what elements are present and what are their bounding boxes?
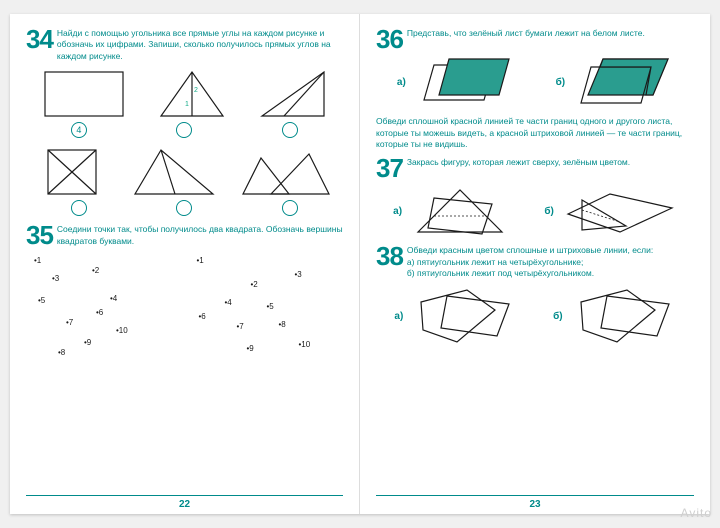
task-34-row2 [26, 146, 343, 198]
dot: •5 [267, 302, 274, 311]
dot: •1 [34, 256, 41, 265]
pent-quad-a [411, 284, 516, 349]
task-34-blanks1: 4 [26, 122, 343, 138]
page-right: 36 Представь, что зелёный лист бумаги ле… [360, 14, 710, 514]
svg-text:2: 2 [194, 87, 198, 94]
task-number: 35 [26, 224, 53, 247]
task-38-figs: а) б) [376, 284, 694, 349]
dot: •5 [38, 296, 45, 305]
label-a: а) [393, 206, 402, 217]
dot: •10 [299, 340, 311, 349]
dot: •2 [92, 266, 99, 275]
dot: •8 [279, 320, 286, 329]
dots-col-left: •1 •2 •3 •4 •5 •6 •7 •8 •9 •10 [26, 252, 181, 362]
dot: •6 [96, 308, 103, 317]
task-34-row1: 2 1 [26, 68, 343, 120]
task-36-figs: а) б) [376, 55, 694, 110]
page-rule [26, 495, 343, 496]
task-34: 34 Найди с помощью угольника все прямые … [26, 28, 343, 216]
task-37: 37 Закрась фигуру, которая лежит сверху,… [376, 157, 694, 239]
label-b: б) [556, 77, 566, 88]
task-text: Соедини точки так, чтобы получилось два … [57, 224, 343, 247]
dot: •9 [84, 338, 91, 347]
watermark: Avito [681, 506, 712, 520]
dot: •7 [66, 318, 73, 327]
task-text: Представь, что зелёный лист бумаги лежит… [407, 28, 645, 39]
label-a: а) [394, 311, 403, 322]
dots-col-right: •1 •2 •3 •4 •5 •6 •7 •8 •9 •10 [189, 252, 344, 362]
task-36-body: Обведи сплошной красной линией те части … [376, 116, 694, 150]
triangle-with-altitude: 2 1 [157, 68, 227, 120]
dot: •7 [237, 322, 244, 331]
dot: •9 [247, 344, 254, 353]
task-38-b: б) пятиугольник лежит под четырёхугольни… [407, 268, 653, 279]
dots-area: •1 •2 •3 •4 •5 •6 •7 •8 •9 •10 •1 •2 •3 •4 •5 •6 •7 •8 •9… [26, 252, 343, 362]
task-35: 35 Соедини точки так, чтобы получилось д… [26, 224, 343, 361]
dot: •4 [225, 298, 232, 307]
dot: •10 [116, 326, 128, 335]
answer-blank [176, 122, 192, 138]
square-diagonals [38, 146, 108, 198]
answer-blank [71, 200, 87, 216]
dot: •8 [58, 348, 65, 357]
svg-text:1: 1 [185, 101, 189, 108]
dot: •3 [295, 270, 302, 279]
answer-blank [282, 122, 298, 138]
task-number: 36 [376, 28, 403, 51]
overlap-b [562, 184, 677, 239]
two-triangles [241, 146, 331, 198]
label-a: а) [397, 77, 406, 88]
task-36: 36 Представь, что зелёный лист бумаги ле… [376, 28, 694, 151]
dot: •3 [52, 274, 59, 283]
task-text: Найди с помощью угольника все прямые угл… [57, 28, 343, 62]
task-number: 38 [376, 245, 403, 268]
page-left: 34 Найди с помощью угольника все прямые … [10, 14, 360, 514]
right-triangle-split [258, 68, 328, 120]
dot: •6 [199, 312, 206, 321]
task-38-a: а) пятиугольник лежит на четырёхугольник… [407, 257, 653, 268]
page-number: 22 [179, 499, 190, 510]
answer-blank [282, 200, 298, 216]
dot: •1 [197, 256, 204, 265]
task-37-figs: а) б) [376, 184, 694, 239]
task-text: Обведи красным цветом сплошные и штрихов… [407, 245, 653, 256]
answer-blank [176, 200, 192, 216]
page-spread: 34 Найди с помощью угольника все прямые … [10, 14, 710, 514]
page-rule [376, 495, 694, 496]
triangle-median [131, 146, 217, 198]
overlap-a [410, 184, 510, 239]
rect-shape [41, 68, 127, 120]
task-34-blanks2 [26, 200, 343, 216]
dot: •2 [251, 280, 258, 289]
task-number: 37 [376, 157, 403, 180]
task-number: 34 [26, 28, 53, 51]
label-b: б) [544, 206, 554, 217]
dot: •4 [110, 294, 117, 303]
sheets-b [573, 55, 673, 110]
sheets-a [414, 55, 514, 110]
task-38: 38 Обведи красным цветом сплошные и штри… [376, 245, 694, 348]
task-text: Закрась фигуру, которая лежит сверху, зе… [407, 157, 630, 168]
page-number: 23 [529, 499, 540, 510]
label-b: б) [553, 311, 563, 322]
pent-quad-b [571, 284, 676, 349]
answer-blank: 4 [71, 122, 87, 138]
